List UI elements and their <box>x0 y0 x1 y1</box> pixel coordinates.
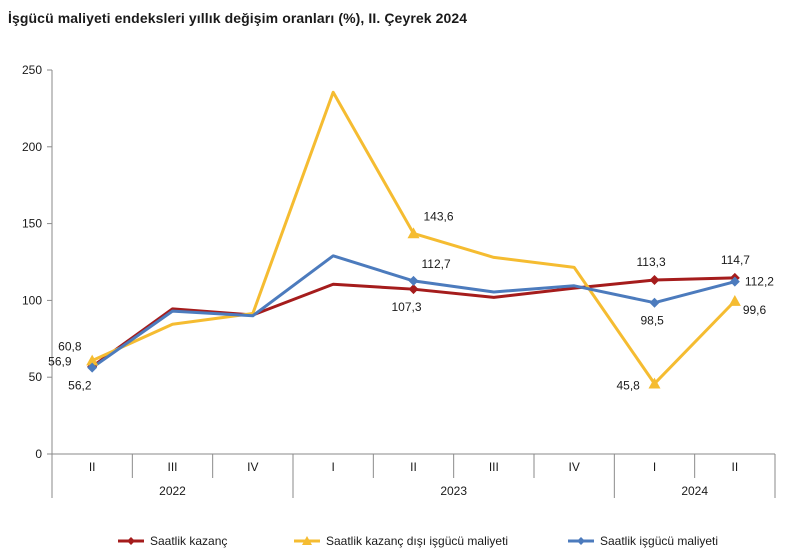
data-label: 112,7 <box>422 257 451 271</box>
x-tick-label: I <box>653 460 656 474</box>
x-tick-label: III <box>489 460 499 474</box>
legend-swatch <box>294 536 320 545</box>
series-marker-2 <box>407 227 420 239</box>
data-label: 45,8 <box>617 379 641 393</box>
x-year-label: 2023 <box>440 484 467 498</box>
x-year-label: 2022 <box>159 484 186 498</box>
y-tick-label: 150 <box>22 217 42 231</box>
x-tick-label: II <box>410 460 417 474</box>
legend-item: Saatlik kazanç dışı işgücü maliyeti <box>294 534 508 548</box>
x-tick-label: III <box>167 460 177 474</box>
chart-title: İşgücü maliyeti endeksleri yıllık değişi… <box>8 10 468 26</box>
data-label: 56,9 <box>48 355 72 369</box>
data-label: 60,8 <box>58 340 82 354</box>
legend-swatch <box>118 537 144 545</box>
series-marker-3 <box>649 297 660 308</box>
data-label: 113,3 <box>637 255 666 269</box>
series-marker-1 <box>649 274 660 285</box>
y-tick-label: 100 <box>22 293 42 307</box>
data-label: 114,7 <box>721 253 750 267</box>
chart-legend: Saatlik kazanç Saatlik kazanç dışı işgücü… <box>0 532 800 552</box>
x-tick-label: I <box>331 460 334 474</box>
y-tick-label: 0 <box>35 447 42 461</box>
data-label: 143,6 <box>424 209 454 223</box>
series-marker-1 <box>408 284 419 295</box>
x-tick-label: II <box>731 460 738 474</box>
series-marker-2 <box>648 377 661 389</box>
y-tick-label: 200 <box>22 140 42 154</box>
y-tick-label: 50 <box>29 370 43 384</box>
legend-label: Saatlik kazanç <box>150 534 228 548</box>
series-marker-2 <box>86 354 99 366</box>
data-label: 56,2 <box>68 379 92 393</box>
data-label: 107,3 <box>392 300 422 314</box>
legend-item: Saatlik işgücü maliyeti <box>568 534 718 548</box>
x-tick-label: IV <box>568 460 579 474</box>
x-year-label: 2024 <box>681 484 708 498</box>
x-tick-label: II <box>89 460 96 474</box>
x-tick-label: IV <box>247 460 258 474</box>
legend-swatch <box>568 537 594 545</box>
data-label: 99,6 <box>743 303 767 317</box>
data-label: 112,2 <box>745 275 774 289</box>
legend-item: Saatlik kazanç <box>118 534 227 548</box>
series-marker-3 <box>408 275 419 286</box>
series-marker-2 <box>728 295 741 306</box>
legend-label: Saatlik kazanç dışı işgücü maliyeti <box>326 534 509 548</box>
series-marker-3 <box>87 362 98 373</box>
data-label: 98,5 <box>641 314 665 328</box>
legend-label: Saatlik işgücü maliyeti <box>600 534 719 548</box>
y-tick-label: 250 <box>22 63 42 77</box>
series-marker-3 <box>729 276 740 287</box>
